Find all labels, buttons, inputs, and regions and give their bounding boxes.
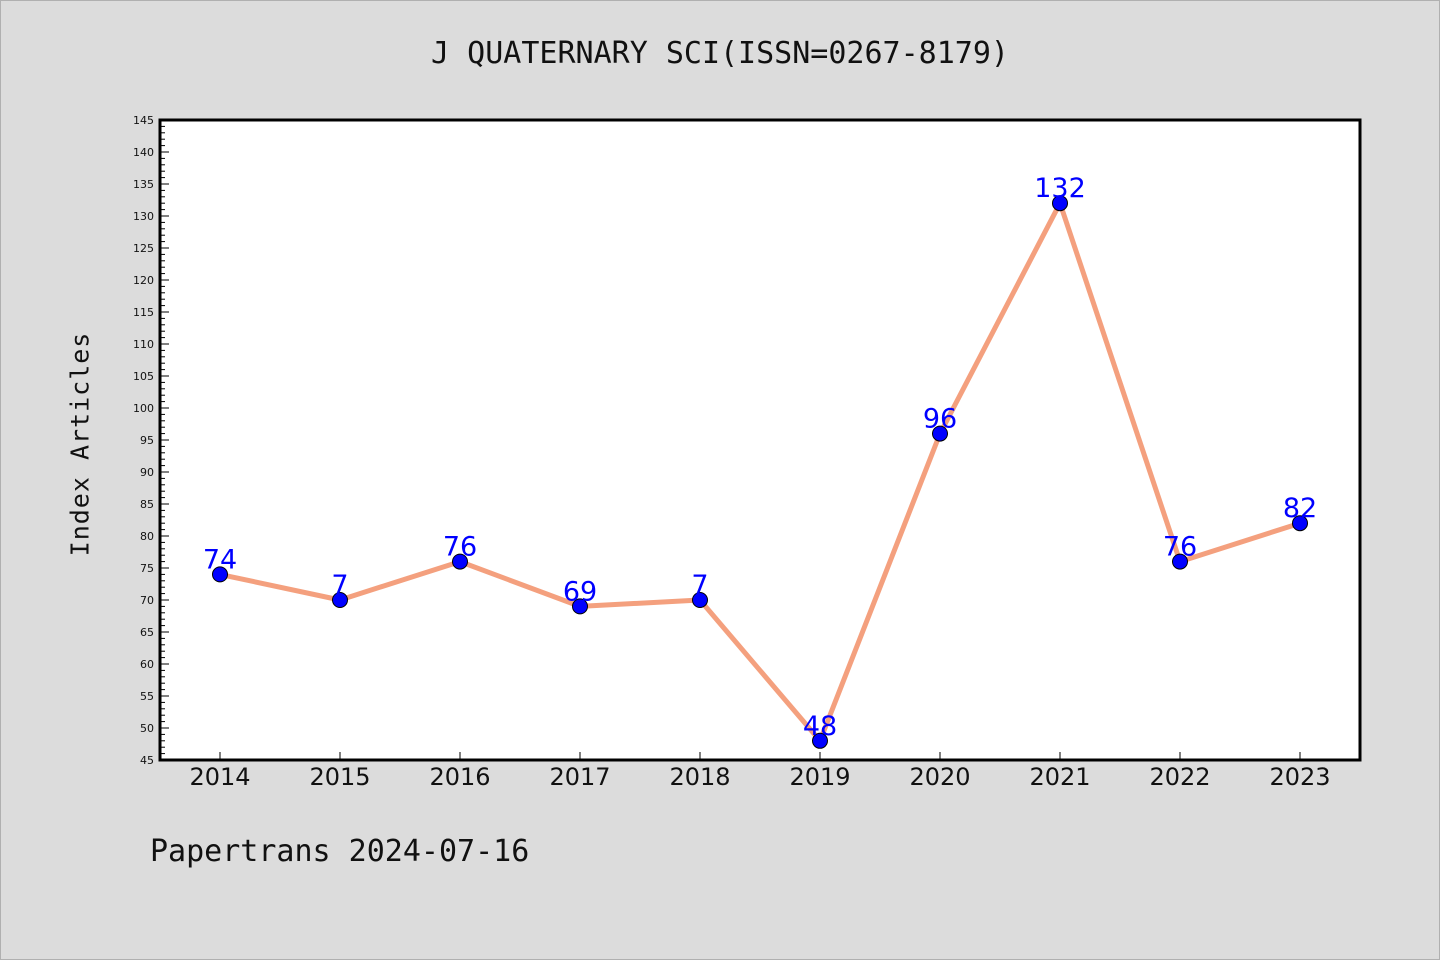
y-tick-label: 125: [133, 242, 154, 255]
footer-text: Papertrans 2024-07-16: [150, 834, 530, 869]
x-tick-label: 2016: [429, 763, 490, 791]
y-tick-label: 135: [133, 178, 154, 191]
y-tick-label: 90: [140, 466, 154, 479]
x-tick-label: 2019: [789, 763, 850, 791]
y-tick-label: 75: [140, 562, 154, 575]
x-tick-label: 2022: [1149, 763, 1210, 791]
y-tick-label: 140: [133, 146, 154, 159]
y-tick-label: 65: [140, 626, 154, 639]
series-line: [217, 200, 1303, 744]
x-tick-label: 2014: [189, 763, 250, 791]
data-point: [1172, 553, 1188, 570]
data-label: 76: [1163, 532, 1197, 563]
data-point: [932, 425, 948, 442]
data-label: 132: [1034, 173, 1086, 204]
data-label: 48: [803, 711, 837, 742]
x-tick-label: 2020: [909, 763, 970, 791]
y-tick-label: 110: [133, 338, 154, 351]
x-tick-label: 2018: [669, 763, 730, 791]
data-point: [332, 592, 348, 608]
data-label: 96: [923, 404, 957, 435]
data-point: [212, 566, 228, 583]
plot-area: [160, 120, 1360, 760]
data-point: [1292, 515, 1308, 532]
y-tick-label: 145: [133, 114, 154, 127]
plot-border: [158, 118, 1362, 762]
data-label: 76: [443, 532, 477, 563]
x-tick-label: 2017: [549, 763, 610, 791]
y-tick-label: 50: [140, 722, 154, 735]
y-tick-label: 100: [133, 402, 154, 415]
data-point: [812, 732, 828, 749]
series-polyline: [217, 200, 1303, 744]
data-label: 7: [691, 570, 708, 601]
x-tick-label: 2023: [1269, 763, 1330, 791]
data-point: [1052, 195, 1068, 212]
y-tick-label: 95: [140, 434, 154, 447]
y-tick-label: 55: [140, 690, 154, 703]
series-markers: [212, 195, 1308, 749]
x-tick-label: 2021: [1029, 763, 1090, 791]
data-label: 7: [331, 570, 348, 601]
y-tick-label: 85: [140, 498, 154, 511]
data-labels: 74 7 76 69 7 48 96 132 76 82: [203, 173, 1317, 742]
y-tick-label: 80: [140, 530, 154, 543]
x-tick-label: 2015: [309, 763, 370, 791]
x-axis: 2014 2015 2016 2017 2018 2019 2020 2021 2022 2023: [189, 752, 1331, 791]
data-point: [572, 598, 588, 615]
y-tick-label: 70: [140, 594, 154, 607]
y-tick-label: 105: [133, 370, 154, 383]
y-tick-label: 60: [140, 658, 154, 671]
data-point: [692, 592, 708, 608]
data-label: 74: [203, 544, 237, 575]
chart-title: J QUATERNARY SCI(ISSN=0267-8179): [431, 36, 1009, 71]
y-tick-label: 120: [133, 274, 154, 287]
y-tick-label: 115: [133, 306, 154, 319]
y-tick-label: 45: [140, 754, 154, 767]
data-label: 82: [1283, 493, 1317, 524]
data-point: [452, 553, 468, 570]
y-tick-label: 130: [133, 210, 154, 223]
data-label: 69: [563, 576, 597, 607]
